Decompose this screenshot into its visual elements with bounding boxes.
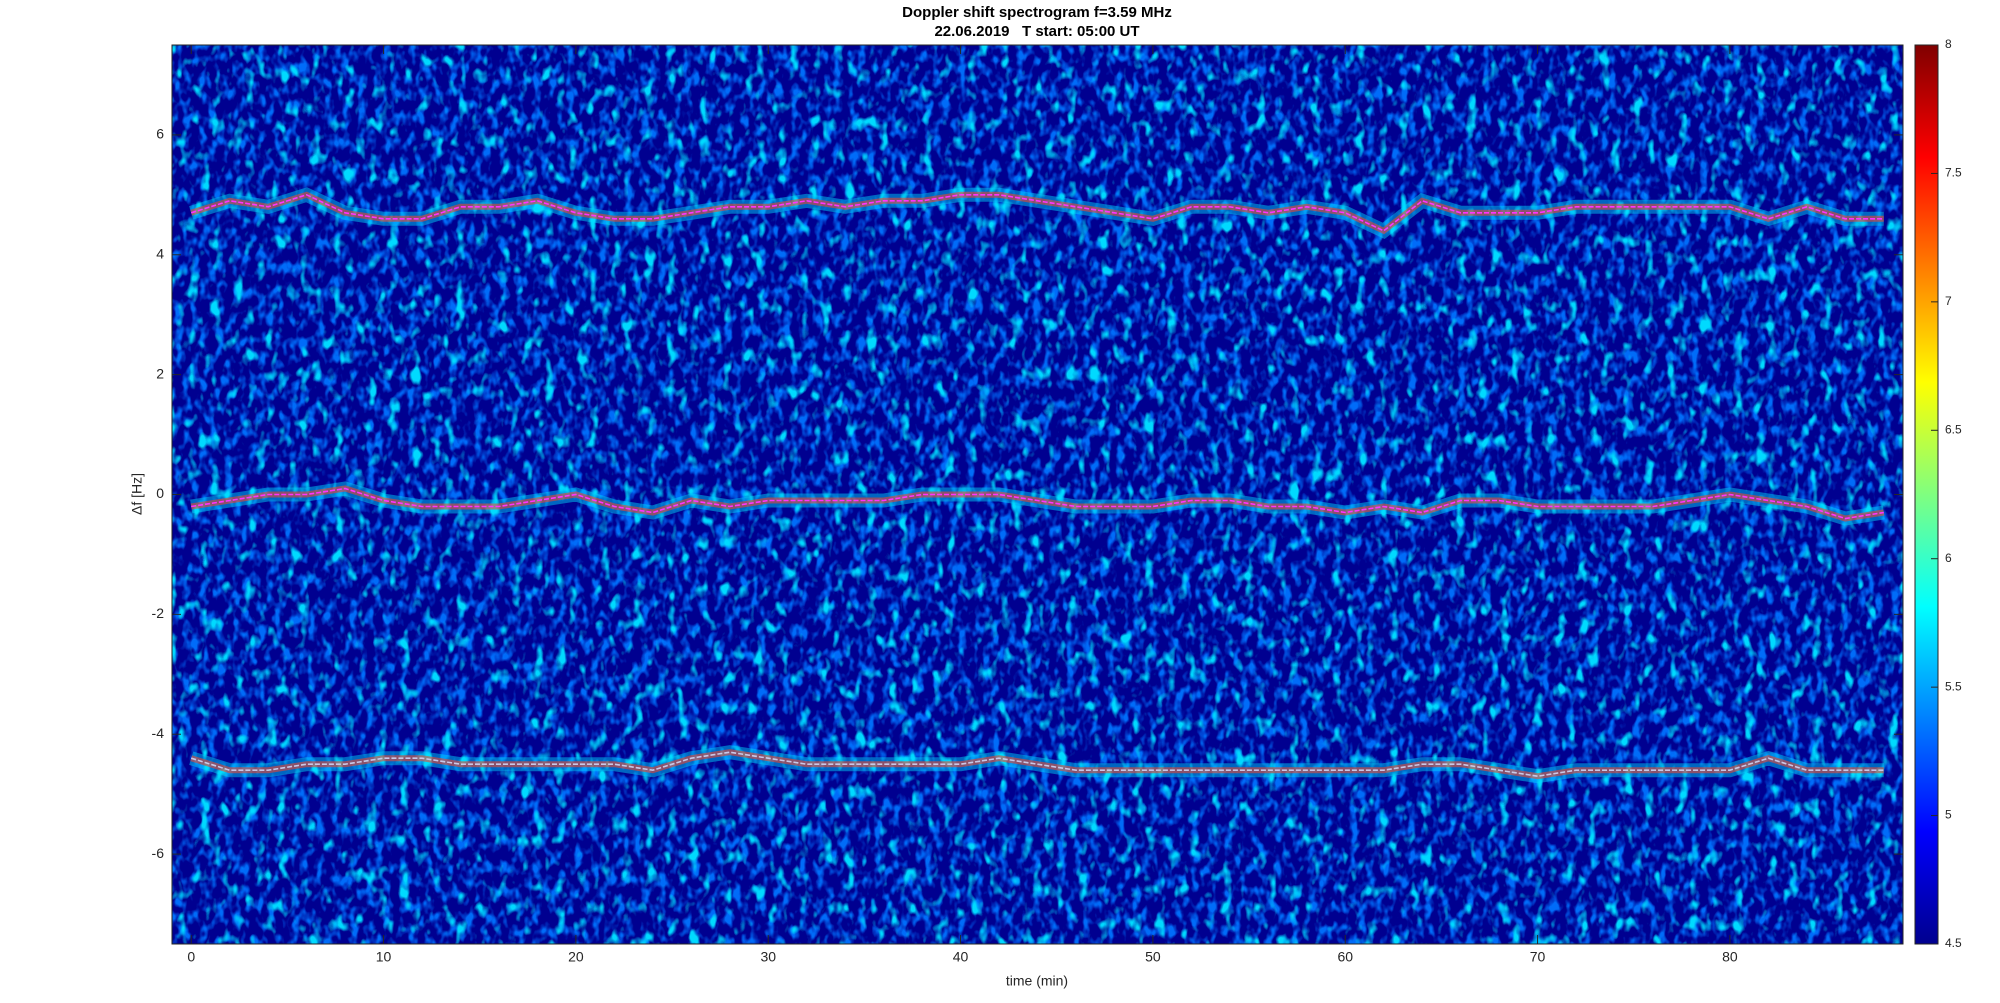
colorbar-tick-label: 6: [1945, 551, 1952, 565]
y-tick-label: -4: [152, 725, 165, 741]
chart-subtitle: 22.06.2019 T start: 05:00 UT: [934, 23, 1139, 40]
x-tick-label: 70: [1530, 949, 1546, 965]
x-axis-label: time (min): [1006, 973, 1068, 989]
y-tick-label: 6: [156, 126, 164, 142]
traces: [189, 187, 1885, 784]
x-tick-label: 0: [187, 949, 195, 965]
chart-title: Doppler shift spectrogram f=3.59 MHz: [902, 4, 1172, 21]
colorbar-tick-label: 4.5: [1945, 936, 1962, 950]
y-tick-label: -2: [152, 605, 165, 621]
colorbar-tick-label: 6.5: [1945, 422, 1962, 436]
x-tick-label: 40: [953, 949, 969, 965]
y-tick-label: -6: [152, 845, 165, 861]
x-tick-label: 30: [760, 949, 776, 965]
y-tick-label: 2: [156, 365, 164, 381]
x-tick-label: 60: [1337, 949, 1353, 965]
x-tick-label: 50: [1145, 949, 1161, 965]
trace-line: [191, 487, 1884, 520]
spectrogram-noise: [172, 45, 1903, 944]
colorbar: [1914, 44, 1939, 945]
colorbar-tick-label: 8: [1945, 37, 1952, 51]
x-tick-label: 80: [1722, 949, 1738, 965]
colorbar-tick-label: 7: [1945, 294, 1952, 308]
y-axis-label: Δf [Hz]: [129, 473, 145, 515]
colorbar-tick-label: 7.5: [1945, 166, 1962, 180]
trace-line: [190, 193, 1884, 232]
y-tick-label: 0: [156, 485, 164, 501]
colorbar-tick-label: 5: [1945, 808, 1952, 822]
x-tick-label: 10: [376, 949, 392, 965]
x-tick-label: 20: [568, 949, 584, 965]
y-tick-label: 4: [156, 245, 164, 261]
trace-line: [190, 751, 1884, 778]
colorbar-tick-label: 5.5: [1945, 679, 1962, 693]
